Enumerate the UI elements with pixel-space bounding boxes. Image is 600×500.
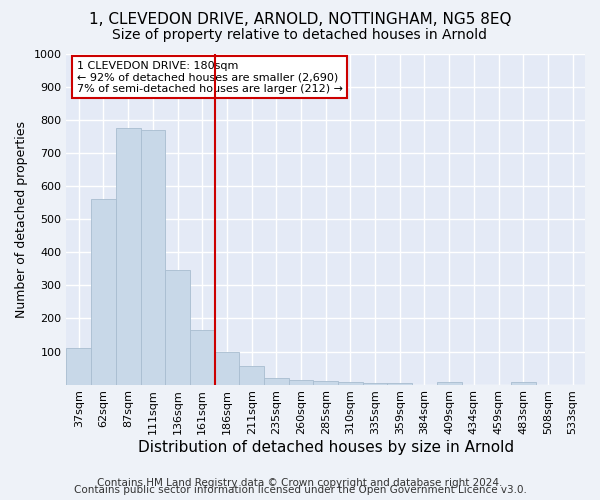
Bar: [289, 380, 313, 384]
Bar: [215, 352, 239, 384]
Bar: [437, 382, 461, 384]
X-axis label: Distribution of detached houses by size in Arnold: Distribution of detached houses by size …: [137, 440, 514, 455]
Bar: [140, 130, 165, 384]
Bar: [91, 200, 116, 384]
Bar: [264, 378, 289, 384]
Text: 1, CLEVEDON DRIVE, ARNOLD, NOTTINGHAM, NG5 8EQ: 1, CLEVEDON DRIVE, ARNOLD, NOTTINGHAM, N…: [89, 12, 511, 28]
Text: Contains HM Land Registry data © Crown copyright and database right 2024.: Contains HM Land Registry data © Crown c…: [97, 478, 503, 488]
Y-axis label: Number of detached properties: Number of detached properties: [15, 121, 28, 318]
Bar: [190, 330, 215, 384]
Bar: [67, 348, 91, 385]
Bar: [313, 382, 338, 384]
Bar: [338, 382, 363, 384]
Bar: [239, 366, 264, 384]
Bar: [363, 383, 388, 384]
Bar: [116, 128, 140, 384]
Text: Contains public sector information licensed under the Open Government Licence v3: Contains public sector information licen…: [74, 485, 526, 495]
Text: Size of property relative to detached houses in Arnold: Size of property relative to detached ho…: [113, 28, 487, 42]
Text: 1 CLEVEDON DRIVE: 180sqm
← 92% of detached houses are smaller (2,690)
7% of semi: 1 CLEVEDON DRIVE: 180sqm ← 92% of detach…: [77, 60, 343, 94]
Bar: [165, 270, 190, 384]
Bar: [511, 382, 536, 384]
